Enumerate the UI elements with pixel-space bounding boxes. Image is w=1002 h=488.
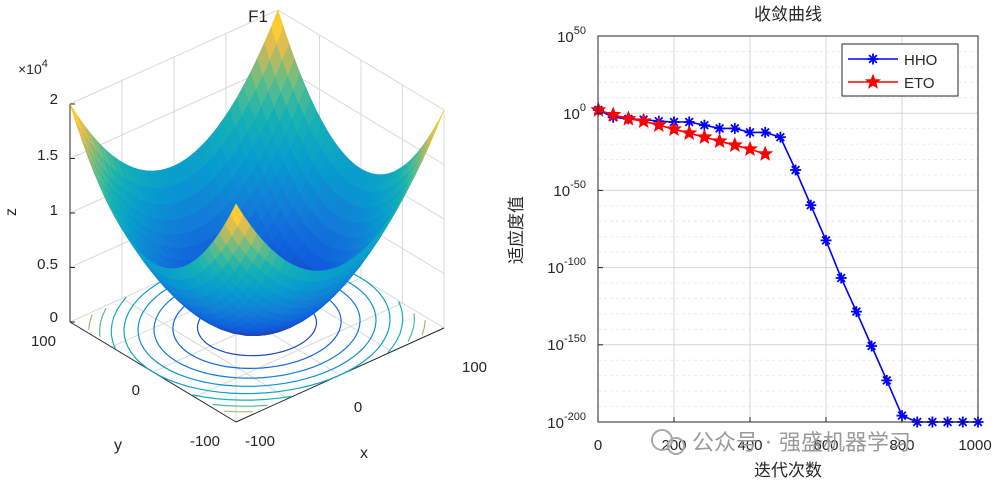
x-axis-label: x	[360, 445, 368, 462]
z-axis-label: z	[3, 208, 20, 216]
convergence-plot: 收敛曲线 迭代次数 适应度值 0 200 400 600 800 1000 10…	[507, 5, 992, 480]
watermark: 公众号 · 强盛机器学习	[652, 430, 911, 456]
y-tick-label: 10-200	[547, 411, 586, 432]
surface-patch	[70, 104, 83, 132]
z-tick-label: 1.5	[37, 147, 58, 164]
data-point-hho	[760, 127, 771, 138]
x-tick-label: 100	[462, 359, 487, 376]
data-point-hho	[881, 375, 892, 386]
data-point-hho	[714, 123, 725, 134]
z-tick-label: 0.5	[37, 256, 58, 273]
surface-plot: F1 2 1.5 1 0.5 0 ×104 z 100 0 -100 y -10…	[3, 7, 487, 462]
y-tick-label: 100	[31, 333, 56, 350]
surface-mesh	[70, 10, 444, 336]
data-point-hho	[836, 273, 847, 284]
z-tick-label: 0	[50, 309, 58, 326]
y-tick-label: 0	[132, 382, 140, 399]
y-tick-label: -100	[190, 433, 220, 450]
x-tick-label: 0	[354, 399, 362, 416]
x-tick-label: 1000	[958, 437, 991, 454]
legend-marker-hho	[868, 54, 879, 65]
y-axis-label: 适应度值	[507, 196, 526, 264]
x-axis-label: 迭代次数	[754, 461, 822, 480]
legend-box	[842, 44, 958, 96]
data-point-hho	[729, 123, 740, 134]
legend: HHO ETO	[842, 44, 958, 96]
legend-marker	[868, 54, 879, 65]
legend-label-eto: ETO	[904, 75, 935, 92]
surface-title: F1	[248, 7, 268, 26]
y-tick-label: 10-50	[553, 179, 586, 200]
z-exponent-label: ×104	[18, 58, 48, 77]
y-tick-label: 10-100	[547, 256, 586, 277]
watermark-text: 公众号 · 强盛机器学习	[692, 431, 911, 456]
data-point-hho	[866, 341, 877, 352]
x-tick-label: 0	[594, 437, 602, 454]
z-tick-label: 1	[50, 202, 58, 219]
legend-label-hho: HHO	[904, 52, 937, 69]
axis-ticks-3d	[70, 104, 75, 322]
convergence-title: 收敛曲线	[754, 5, 822, 24]
y-axis-label: y	[114, 437, 122, 454]
z-tick-label: 2	[50, 91, 58, 108]
data-point-hho	[851, 306, 862, 317]
y-tick-label: 100	[563, 102, 586, 123]
y-tick-label: 1050	[557, 25, 586, 46]
x-tick-label: -100	[245, 433, 275, 450]
data-point-hho	[745, 127, 756, 138]
y-tick-label: 10-150	[547, 333, 586, 354]
data-point-hho	[790, 165, 801, 176]
